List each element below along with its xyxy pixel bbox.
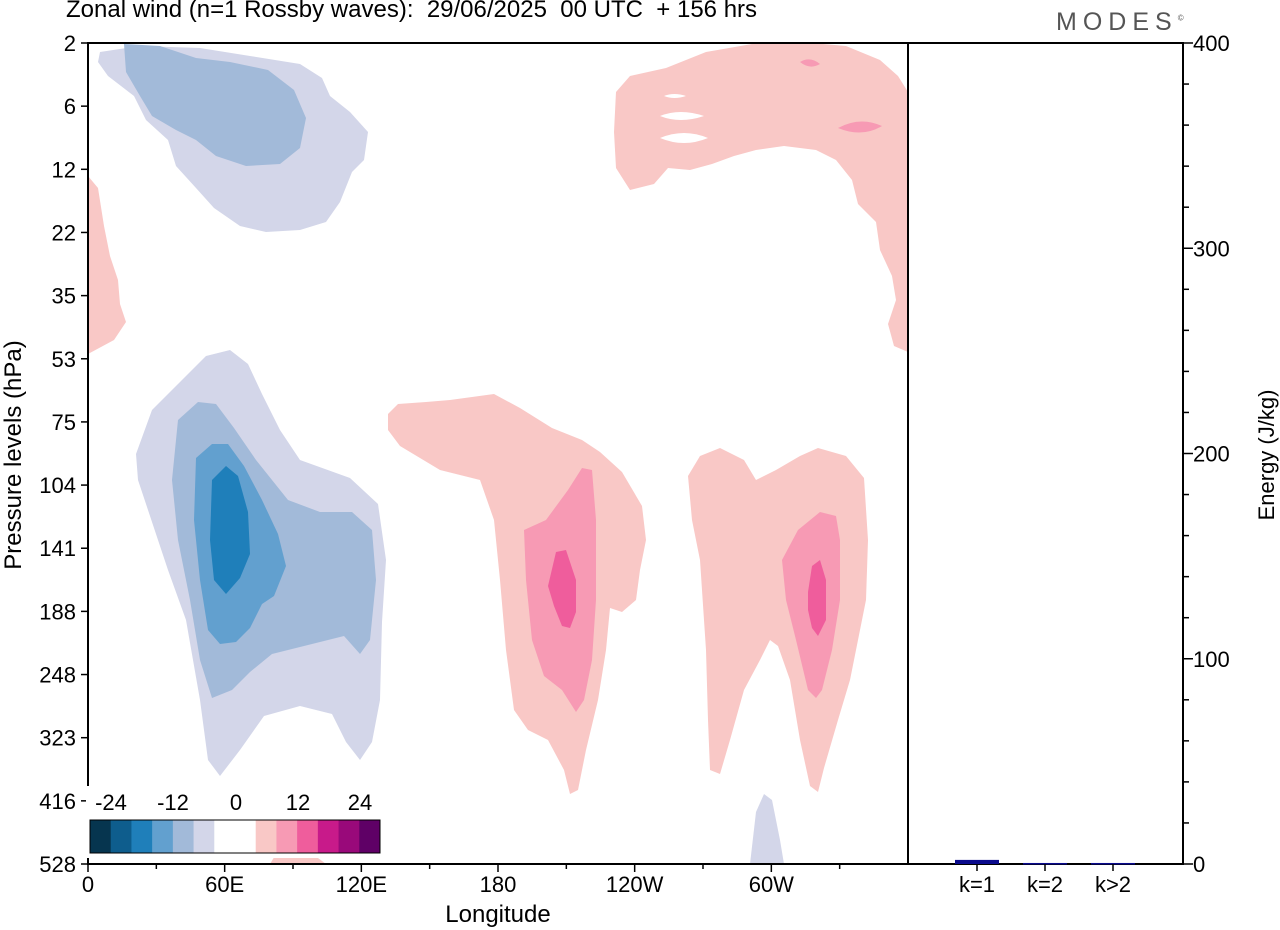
x-tick-label: 60W	[749, 872, 794, 897]
modes-logo: MODES©	[1056, 8, 1184, 37]
y-tick-label: 35	[52, 284, 76, 309]
energy-tick-label: 200	[1193, 442, 1230, 467]
contour-pos-upper-core-1	[838, 121, 882, 133]
y-tick-label: 141	[39, 536, 76, 561]
brand-mark: ©	[1177, 13, 1184, 23]
colorbar-swatch	[152, 820, 174, 853]
energy-tick-label: 100	[1193, 647, 1230, 672]
y-tick-label: 2	[64, 31, 76, 56]
energy-axis: 0 100 200 300 400	[1183, 31, 1230, 877]
x-tick-label: 180	[480, 872, 517, 897]
chart-title: Zonal wind (n=1 Rossby waves): 29/06/202…	[66, 0, 758, 23]
x-axis-label: Longitude	[445, 901, 550, 928]
colorbar-swatch	[255, 820, 277, 853]
colorbar: -24 -12 0 12 24	[86, 786, 382, 858]
colorbar-swatch	[214, 820, 236, 853]
energy-tick-label: 400	[1193, 31, 1230, 56]
colorbar-label: -12	[157, 790, 189, 815]
y-tick-label: 22	[52, 220, 76, 245]
contour-pos-hole-2	[660, 133, 708, 143]
contour-pos-upper-core-2	[800, 59, 820, 67]
colorbar-swatch	[131, 820, 153, 853]
contour-fills	[88, 42, 908, 864]
colorbar-swatch	[276, 820, 298, 853]
contour-pos-right-l1	[688, 448, 868, 792]
colorbar-swatch	[359, 820, 381, 853]
energy-tick-label: 0	[1193, 852, 1205, 877]
x-tick-label: 120W	[606, 872, 664, 897]
bar-category-label: k>2	[1095, 872, 1131, 897]
colorbar-swatch	[110, 820, 132, 853]
y-tick-label: 6	[64, 94, 76, 119]
y-tick-label: 12	[52, 157, 76, 182]
contour-pos-upper-right	[614, 42, 908, 352]
x-axis-ticks: 0 60E 120E 180 120W 60W	[82, 864, 841, 897]
energy-bar	[1091, 862, 1135, 865]
colorbar-swatch	[235, 820, 257, 853]
contour-neg-bottom	[750, 794, 784, 864]
x-tick-label: 120E	[336, 872, 387, 897]
colorbar-swatch	[90, 820, 112, 853]
y-axis-ticks: 2 6 12 22 35 53 75 104 141 188 248 323 416 528	[39, 31, 88, 877]
colorbar-swatch	[338, 820, 360, 853]
colorbar-swatch	[172, 820, 195, 853]
contour-pos-left-edge	[88, 176, 126, 354]
colorbar-label: 12	[286, 790, 310, 815]
bar-panel-frame	[907, 42, 1184, 865]
contour-pos-hole-1	[660, 112, 704, 120]
y-axis-label: Pressure levels (hPa)	[0, 340, 27, 569]
x-tick-label: 60E	[205, 872, 244, 897]
contour-pos-hole-3	[664, 94, 686, 98]
contour-neg-strat-l2	[124, 44, 306, 166]
y-tick-label: 416	[39, 789, 76, 814]
y-tick-label: 53	[52, 347, 76, 372]
brand-text: MODES	[1056, 8, 1178, 36]
colorbar-frame	[89, 819, 381, 854]
energy-bar	[955, 859, 999, 864]
x-tick-label: 0	[82, 872, 94, 897]
energy-bars: k=1 k=2 k>2	[955, 859, 1135, 897]
contour-pos-right-l3	[808, 560, 826, 636]
energy-tick-label: 300	[1193, 236, 1230, 261]
contour-pos-central-l1	[388, 394, 646, 794]
y-tick-label: 188	[39, 599, 76, 624]
y-tick-label: 104	[39, 473, 76, 498]
colorbar-label: 24	[348, 790, 372, 815]
bar-category-label: k=2	[1027, 872, 1063, 897]
y-tick-label: 75	[52, 410, 76, 435]
y-tick-label: 248	[39, 663, 76, 688]
bar-category-label: k=1	[959, 872, 995, 897]
y-tick-label: 323	[39, 726, 76, 751]
colorbar-label: 0	[230, 790, 242, 815]
energy-bar	[1023, 862, 1067, 865]
colorbar-swatch	[297, 820, 319, 853]
contour-neg-trop-l4	[210, 466, 250, 594]
y-tick-label: 528	[39, 852, 76, 877]
contour-pos-central-l3	[548, 550, 576, 628]
colorbar-label: -24	[95, 790, 127, 815]
colorbar-swatch	[193, 820, 215, 853]
energy-axis-label: Energy (J/kg)	[1254, 390, 1279, 521]
colorbar-swatch	[317, 820, 340, 853]
